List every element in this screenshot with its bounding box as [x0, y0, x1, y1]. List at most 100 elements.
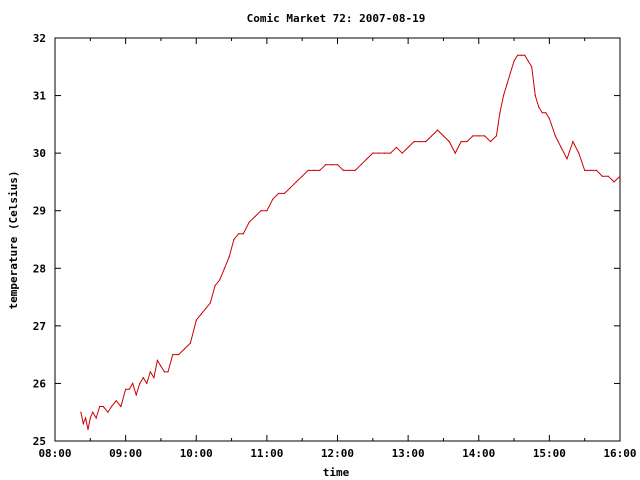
temperature-data-point: [502, 95, 505, 97]
temperature-data-point: [545, 112, 547, 114]
temperature-data-point: [82, 423, 84, 425]
temperature-data-point: [132, 382, 134, 384]
temperature-data-point: [156, 359, 158, 361]
temperature-data-point: [566, 158, 568, 160]
temperature-data-point: [149, 371, 151, 373]
temperature-data-point: [142, 377, 144, 379]
temperature-data-point: [153, 377, 155, 379]
temperature-data-point: [272, 198, 274, 200]
series-layer: [80, 54, 621, 431]
temperature-data-point: [228, 256, 230, 258]
temperature-data-point: [431, 135, 433, 137]
x-tick-label: 09:00: [109, 447, 142, 460]
temperature-data-point: [85, 417, 87, 419]
temperature-data-point: [163, 371, 166, 373]
temperature-data-point: [472, 135, 474, 137]
temperature-data-point: [120, 405, 122, 408]
x-tick-label: 13:00: [392, 447, 425, 460]
temperature-data-point: [348, 169, 350, 171]
temperature-data-point: [407, 146, 409, 148]
temperature-data-point: [331, 164, 333, 166]
temperature-data-point: [425, 141, 427, 143]
plot-frame: [54, 37, 621, 442]
temperature-data-point: [506, 83, 508, 85]
temperature-data-point: [538, 106, 540, 108]
temperature-data-point: [442, 135, 444, 137]
y-axis-ticks: 25 26 27 28 29 30 31 32: [33, 32, 620, 448]
temperature-data-point: [102, 405, 104, 408]
temperature-data-point: [95, 417, 97, 419]
temperature-data-point: [214, 285, 216, 287]
temperature-data-point: [146, 382, 148, 384]
y-tick-label: 28: [33, 262, 46, 275]
temperature-data-point: [278, 192, 280, 194]
temperature-data-point: [289, 187, 291, 189]
temperature-series-line: [80, 54, 621, 430]
temperature-data-point: [601, 175, 603, 177]
x-tick-label: 12:00: [321, 447, 354, 460]
temperature-data-point: [524, 54, 526, 56]
x-tick-label: 08:00: [38, 447, 71, 460]
temperature-data-point: [110, 405, 113, 408]
temperature-data-point: [342, 169, 344, 171]
y-tick-label: 27: [33, 320, 46, 333]
temperature-data-point: [301, 175, 303, 177]
temperature-data-point: [395, 146, 397, 148]
temperature-data-point: [613, 181, 615, 183]
temperature-data-point: [160, 365, 162, 367]
chart-title: Comic Market 72: 2007-08-19: [247, 12, 426, 25]
temperature-data-point: [195, 319, 197, 321]
temperature-data-point: [125, 388, 127, 390]
temperature-data-point: [92, 411, 94, 413]
temperature-data-point: [560, 146, 562, 148]
x-axis-label: time: [323, 466, 350, 479]
temperature-data-point: [554, 135, 556, 137]
x-tick-label: 16:00: [603, 447, 636, 460]
temperature-data-point: [489, 141, 492, 143]
temperature-data-point: [99, 405, 101, 408]
y-tick-label: 29: [33, 205, 46, 218]
temperature-data-point: [115, 400, 117, 402]
temperature-data-point: [354, 169, 356, 171]
y-axis-label: temperature (Celsius): [7, 170, 20, 309]
temperature-data-point: [80, 411, 82, 413]
temperature-data-point: [619, 175, 621, 177]
temperature-data-point: [548, 118, 551, 120]
temperature-data-point: [319, 169, 321, 171]
temperature-data-point: [454, 152, 456, 154]
temperature-data-point: [307, 169, 309, 171]
temperature-data-point: [200, 313, 202, 315]
temperature-data-point: [509, 71, 512, 74]
x-tick-label: 11:00: [250, 447, 283, 460]
temperature-data-point: [248, 221, 250, 223]
y-tick-label: 31: [33, 90, 47, 103]
temperature-data-point: [107, 411, 109, 413]
temperature-data-point: [389, 152, 392, 154]
x-tick-label: 14:00: [462, 447, 495, 460]
temperature-data-point: [209, 302, 211, 304]
temperature-data-point: [419, 141, 421, 143]
temperature-data-point: [223, 267, 226, 269]
temperature-data-point: [495, 135, 497, 137]
temperature-data-point: [484, 135, 486, 137]
temperature-data-point: [205, 308, 207, 310]
temperature-data-point: [607, 175, 609, 177]
temperature-data-point: [372, 152, 374, 154]
x-tick-label: 15:00: [533, 447, 566, 460]
temperature-data-point: [513, 60, 515, 62]
temperature-data-point: [534, 95, 536, 97]
x-axis-ticks: 08:00 09:00 10:00 11:00 12:00 13:00 14:00 15:00…: [38, 38, 637, 460]
temperature-data-point: [260, 210, 262, 212]
temperature-data-point: [578, 152, 580, 154]
y-tick-label: 25: [33, 435, 46, 448]
temperature-data-point: [460, 141, 462, 143]
y-tick-label: 32: [33, 32, 46, 45]
temperature-data-point: [313, 169, 315, 171]
temperature-data-point: [219, 279, 221, 281]
temperature-data-point: [466, 141, 468, 143]
temperature-data-point: [178, 354, 180, 356]
temperature-data-point: [128, 388, 130, 390]
temperature-data-point: [478, 135, 480, 137]
temperature-data-point: [167, 371, 169, 373]
